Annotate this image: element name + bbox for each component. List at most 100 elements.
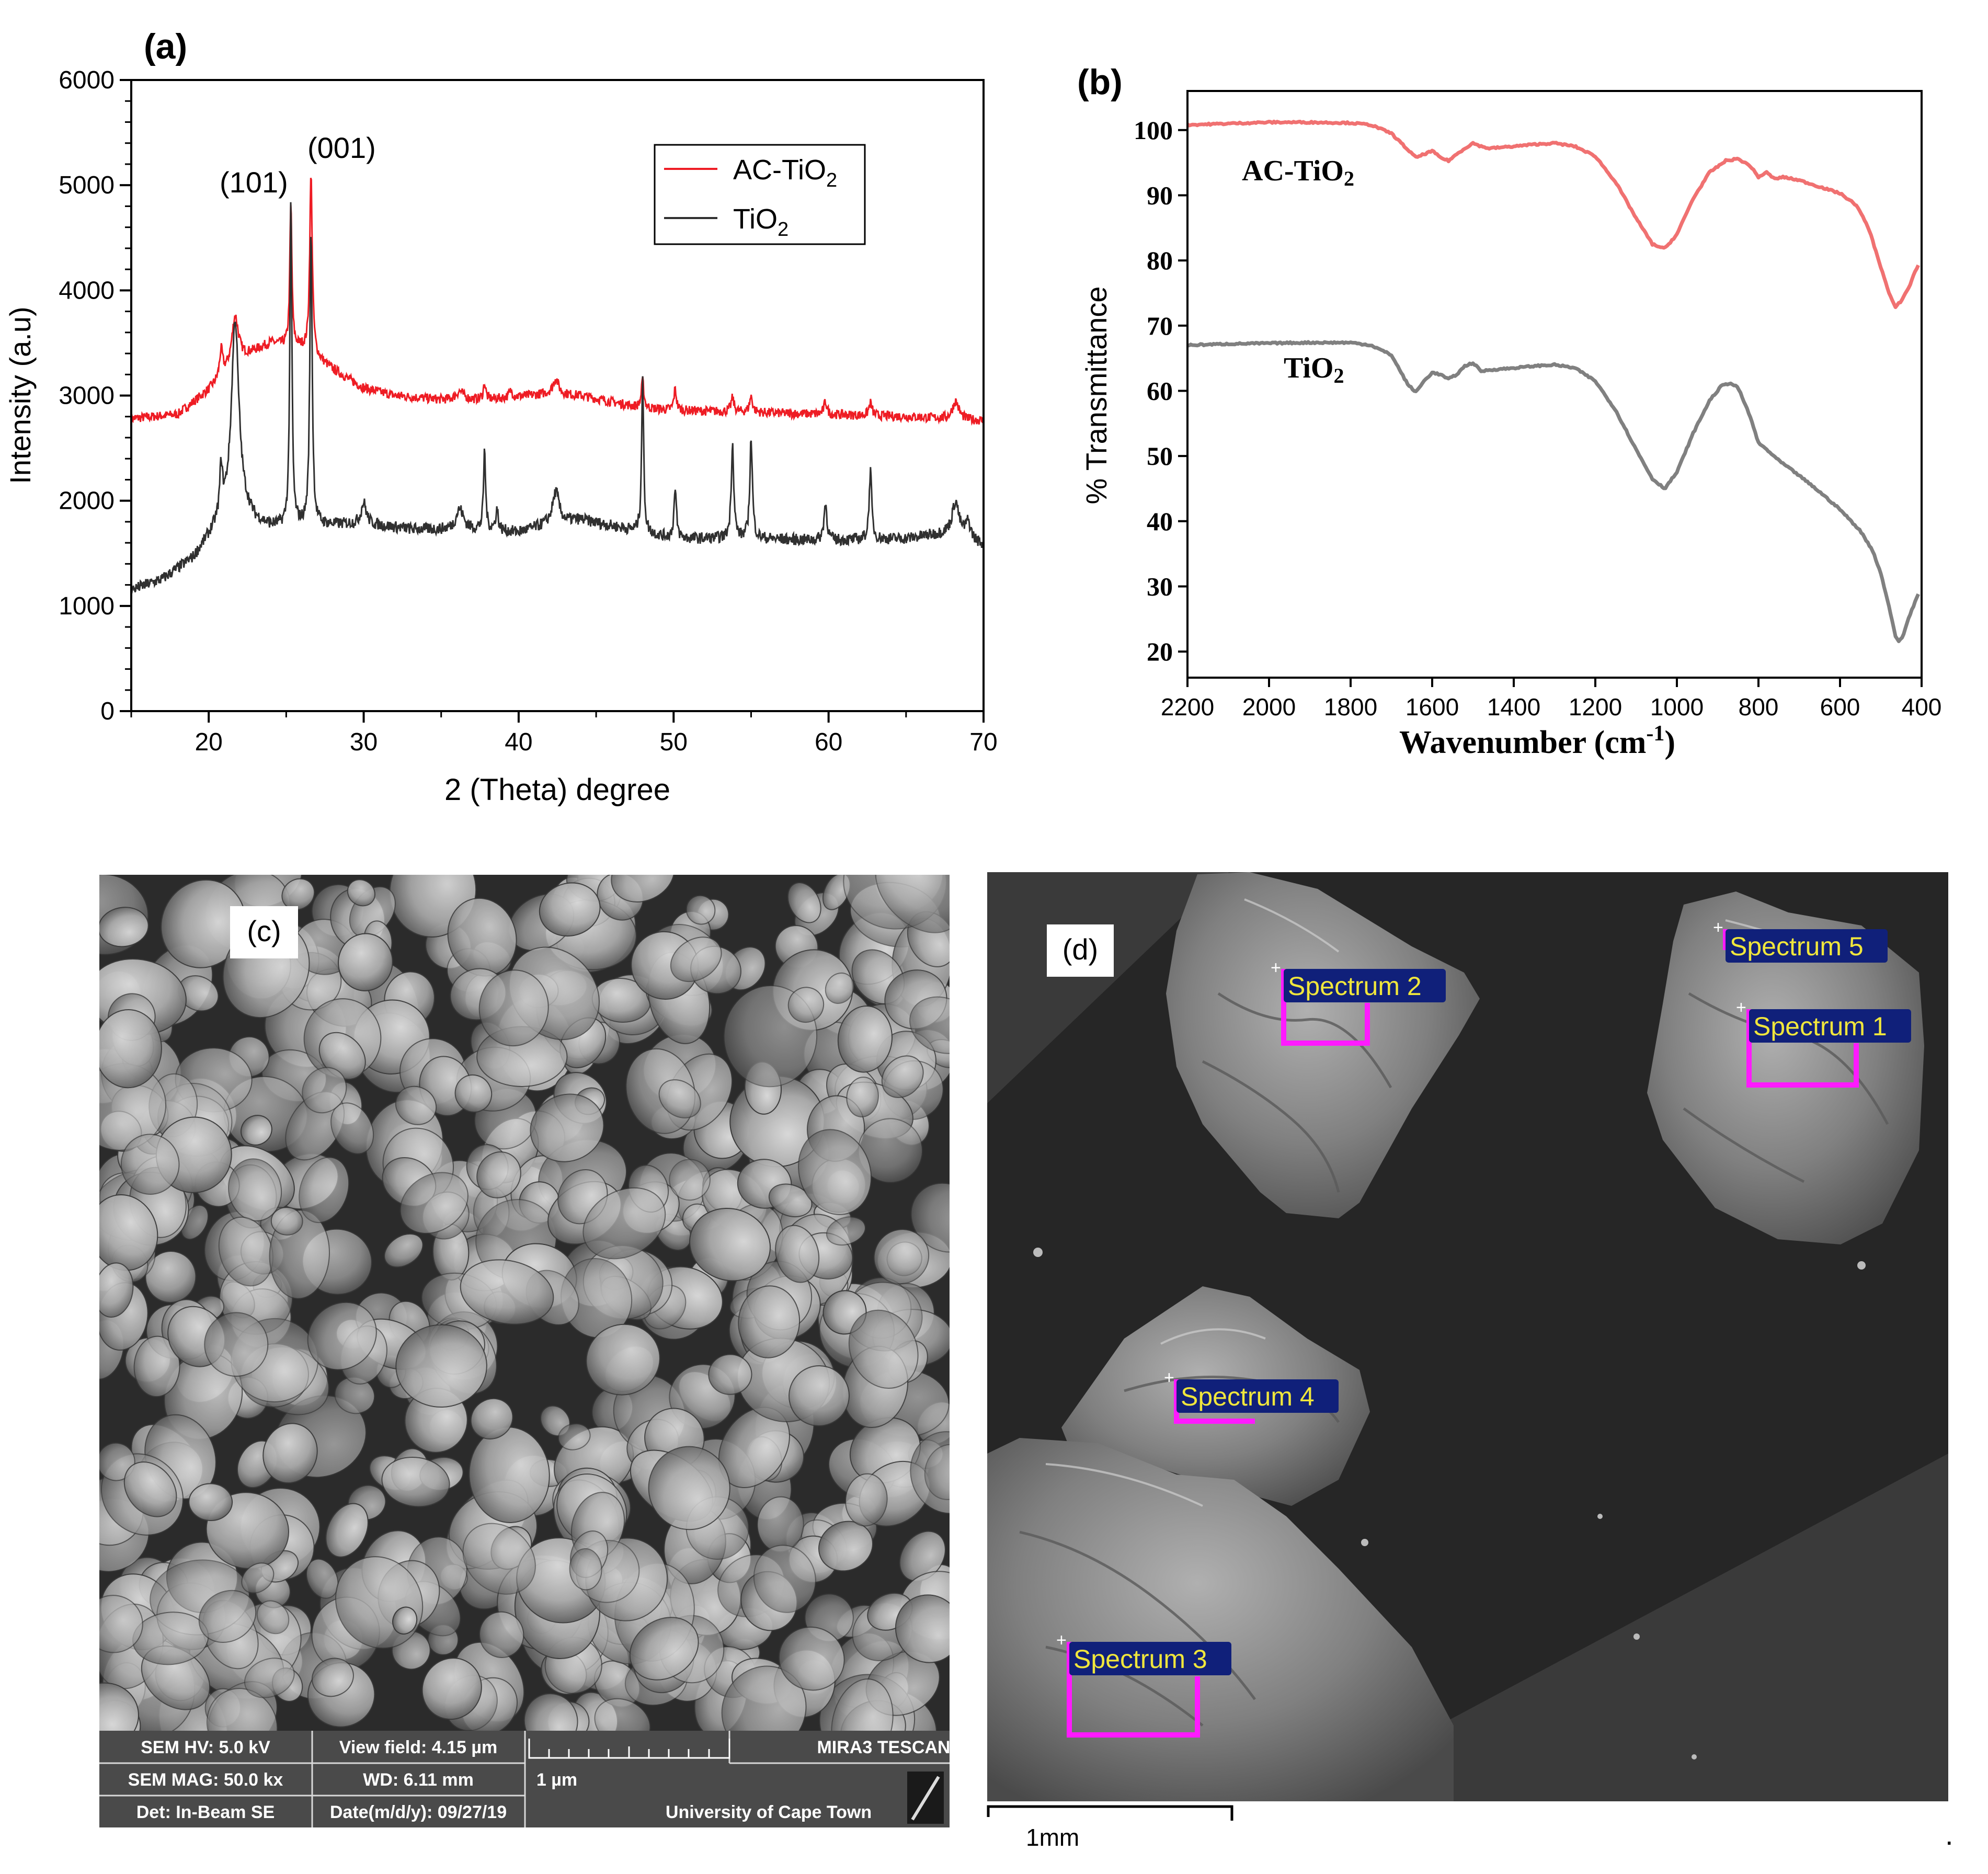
sem-particle (299, 1157, 350, 1224)
peak-label-001: (001) (307, 131, 376, 164)
spectrum-label: Spectrum 2 (1288, 972, 1422, 1001)
panel-d-label: (d) (1062, 933, 1098, 966)
spectrum-label-bg (1069, 1642, 1231, 1675)
panel-b-plot-area (1187, 119, 1920, 643)
panel-b-plot-frame (1186, 90, 1923, 679)
sem-particle (689, 1207, 771, 1282)
sem-particle (204, 1312, 269, 1377)
sem-particle (787, 987, 825, 1023)
x-tick-label: 600 (1820, 693, 1860, 721)
sem-particle (478, 969, 549, 1047)
spectrum-marker-4: Spectrum 4 + (1164, 1368, 1339, 1424)
ftir-series-line-ac-tio2 (1187, 119, 1920, 310)
sem-particle (338, 933, 393, 991)
x-tick-label: 1000 (1650, 693, 1704, 721)
y-tick-label: 60 (1147, 376, 1173, 405)
panel-a-y-axis-label: Intensity (a.u) (4, 306, 37, 484)
scale-bar-label: 1mm (1026, 1824, 1079, 1851)
x-tick-label: 800 (1739, 693, 1779, 721)
sem-particle (798, 1129, 872, 1215)
crosshair-icon: + (1164, 1368, 1174, 1388)
sem-particle (240, 1115, 272, 1146)
panel-a-legend: AC-TiO2 TiO2 (654, 144, 866, 245)
sem-particle (738, 1285, 801, 1358)
y-tick-label: 2000 (59, 487, 115, 515)
sem-particle (99, 907, 149, 947)
sem-particle (775, 1225, 820, 1283)
particle-3 (987, 1438, 1454, 1801)
sem-particle (311, 1658, 354, 1697)
x-tick-label: 1400 (1487, 693, 1540, 721)
series-label-ac-tio2: AC-TiO2 (1242, 155, 1354, 190)
sem-particle (399, 1172, 469, 1234)
sem-particle (454, 1074, 493, 1113)
sem-particle (381, 1456, 450, 1507)
panel-d-label-box (1047, 924, 1114, 977)
sem-particle (670, 936, 722, 982)
sem-particle (470, 1398, 513, 1439)
spectrum-label-bg (1176, 1379, 1339, 1413)
x-tick-label: 70 (969, 728, 997, 756)
x-tick-label: 30 (350, 728, 378, 756)
y-tick-label: 80 (1147, 246, 1173, 275)
spectrum-label: Spectrum 5 (1730, 932, 1864, 961)
panel-d-scale-bar: 1mm (987, 1801, 1948, 1864)
legend-label-tio2: TiO2 (733, 203, 789, 241)
sem-particle (837, 1005, 893, 1073)
sem-particle (228, 1158, 282, 1221)
sem-particle (198, 1590, 257, 1643)
sem-particle (188, 1483, 233, 1522)
x-tick-label: 2000 (1242, 693, 1296, 721)
trailing-period: . (1945, 1818, 1953, 1851)
sem-particle (307, 1301, 377, 1370)
sem-particle (347, 879, 375, 907)
panel-d-sem-image: (d) Spectrum 2 + Spectrum 5 + Spectrum 1… (987, 872, 1948, 1864)
y-tick-label: 50 (1147, 441, 1173, 471)
sem-particle (825, 972, 855, 1004)
sem-particle (895, 1594, 950, 1663)
sem-particle (244, 1658, 295, 1698)
sem-particle (669, 1159, 711, 1201)
sem-particle (460, 1259, 554, 1325)
sem-particle (256, 1600, 290, 1635)
sem-particle (753, 1545, 816, 1613)
y-tick-label: 30 (1147, 572, 1173, 601)
x-tick-label: 1800 (1324, 693, 1377, 721)
panel-a: (a) 20 30 40 50 60 70 0 1000 2000 3000 4000 5000 600… (4, 27, 998, 807)
sem-particle (846, 1077, 879, 1117)
sem-particle (99, 1262, 134, 1318)
info-wd: WD: 6.11 mm (363, 1770, 474, 1790)
sem-particle (539, 882, 601, 937)
sem-particle (325, 1503, 369, 1558)
info-view-field: View field: 4.15 µm (339, 1738, 497, 1757)
x-tick-label: 40 (505, 728, 532, 756)
sem-particle (557, 1423, 591, 1450)
legend-label-ac-tio2: AC-TiO2 (733, 154, 837, 191)
crosshair-icon: + (1271, 958, 1281, 978)
panel-a-plot-frame (130, 79, 985, 712)
sem-particle (99, 1194, 158, 1271)
y-tick-label: 5000 (59, 172, 115, 199)
sem-particle (848, 1309, 919, 1389)
sem-particle (133, 1335, 180, 1398)
spectrum-label: Spectrum 4 (1181, 1382, 1315, 1411)
sem-particle (648, 1446, 730, 1530)
sem-particle (875, 875, 950, 933)
sem-particle (421, 1658, 482, 1720)
sem-particle (530, 1093, 604, 1162)
sem-particle (476, 1151, 521, 1198)
y-tick-label: 90 (1147, 180, 1173, 210)
crosshair-icon: + (1056, 1630, 1067, 1650)
y-tick-label: 100 (1134, 116, 1173, 145)
panel-a-plot-area (131, 177, 984, 595)
panel-a-x-axis-label: 2 (Theta) degree (444, 773, 670, 807)
info-mag: SEM MAG: 50.0 kx (128, 1770, 283, 1790)
sem-particle (241, 1562, 275, 1594)
sem-particle (818, 1521, 874, 1572)
spectrum-label: Spectrum 1 (1753, 1012, 1887, 1041)
info-det: Det: In-Beam SE (136, 1802, 275, 1822)
crosshair-icon: + (1736, 998, 1746, 1018)
sem-particle (831, 1678, 894, 1731)
sem-particle (270, 1206, 303, 1236)
sem-particle (629, 1617, 699, 1681)
